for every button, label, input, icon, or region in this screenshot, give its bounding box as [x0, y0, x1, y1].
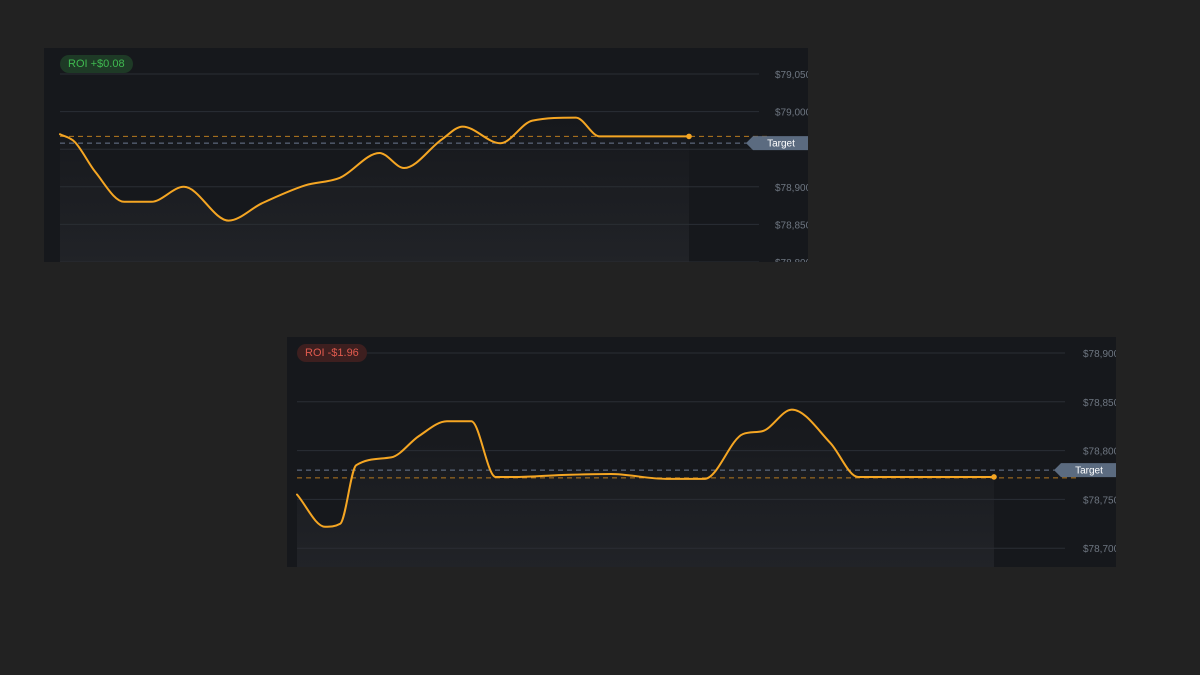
- target-badge: [746, 136, 808, 151]
- target-label: Target: [1075, 466, 1103, 477]
- price-chart-1-svg: $79,050 $79,000 $78,900 $78,850 $78,800 Targe…: [59, 70, 808, 262]
- price-chart-1: $79,050 $79,000 $78,900 $78,850 $78,800 Targe…: [44, 48, 808, 262]
- y-tick-label: $79,050: [775, 70, 808, 81]
- price-chart-2-svg: $78,900 $78,850 $78,800 $78,750 $78,700 Targe…: [296, 349, 1116, 567]
- y-tick-label: $78,900: [775, 183, 808, 194]
- target-label: Target: [767, 139, 795, 150]
- price-area: [297, 409, 994, 567]
- y-tick-label: $79,000: [775, 108, 808, 119]
- y-tick-label: $78,750: [1083, 495, 1116, 506]
- y-tick-label: $78,900: [1083, 349, 1116, 360]
- roi-badge-1: ROI +$0.08: [60, 55, 133, 73]
- y-tick-label: $78,800: [1083, 447, 1116, 458]
- y-tick-label: $78,800: [775, 258, 808, 262]
- last-price-point: [686, 133, 692, 140]
- y-tick-label: $78,700: [1083, 544, 1116, 555]
- price-area: [60, 117, 689, 262]
- y-tick-label: $78,850: [1083, 398, 1116, 409]
- roi-badge-2: ROI -$1.96: [297, 344, 367, 362]
- price-chart-2: $78,900 $78,850 $78,800 $78,750 $78,700 Targe…: [287, 337, 1116, 567]
- last-price-point: [991, 474, 997, 480]
- price-line: [296, 408, 995, 528]
- y-tick-label: $78,850: [775, 220, 808, 231]
- price-line: [59, 116, 690, 222]
- target-badge: [1054, 463, 1116, 478]
